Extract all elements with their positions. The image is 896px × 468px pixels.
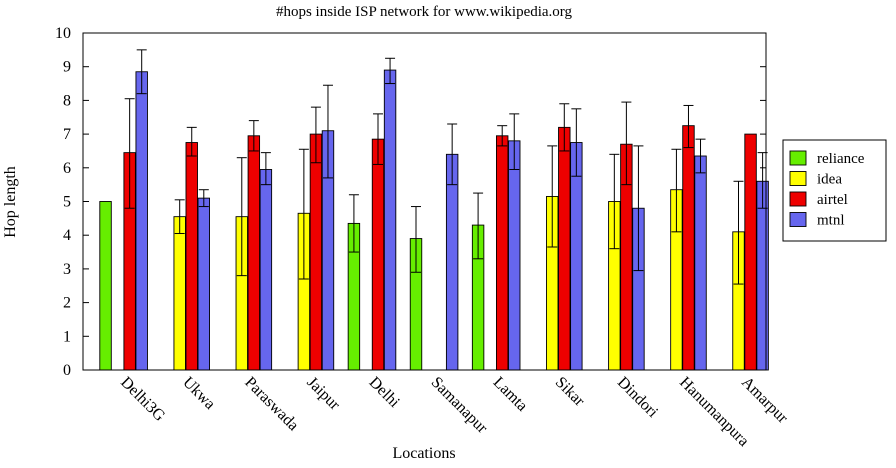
x-tick-label: Samanapur xyxy=(428,374,491,437)
plot-frame xyxy=(82,32,767,371)
legend-swatch-mtnl xyxy=(789,212,807,227)
bar-mtnl xyxy=(197,197,210,371)
y-tick-label: 7 xyxy=(63,126,71,143)
bar-airtel xyxy=(371,138,385,371)
bar-mtnl xyxy=(508,140,521,371)
legend-label-airtel: airtel xyxy=(817,192,848,208)
chart-title: #hops inside ISP network for www.wikiped… xyxy=(276,4,573,20)
bar-mtnl xyxy=(383,69,397,371)
bar-airtel xyxy=(247,135,261,371)
legend-label-reliance: reliance xyxy=(817,151,865,167)
bar-airtel xyxy=(558,126,571,371)
x-tick-label: Jaipur xyxy=(303,374,343,414)
bar-airtel xyxy=(744,133,757,371)
y-tick-label: 3 xyxy=(63,261,71,278)
legend-label-idea: idea xyxy=(817,172,842,188)
bar-mtnl xyxy=(756,180,769,371)
y-tick-label: 8 xyxy=(63,92,71,109)
x-tick-label: Delhi3G xyxy=(117,374,168,425)
bar-airtel xyxy=(495,135,509,371)
y-tick-label: 0 xyxy=(63,362,71,379)
x-axis-label: Locations xyxy=(392,445,455,462)
bar-reliance xyxy=(99,201,112,371)
bar-mtnl xyxy=(445,153,459,371)
legend: reliance idea airtel mtnl xyxy=(782,139,887,242)
x-tick-label: Lamta xyxy=(490,374,531,415)
x-tick-label: Ukwa xyxy=(179,374,218,413)
legend-label-mtnl: mtnl xyxy=(817,213,845,229)
error-bars-layer xyxy=(124,49,768,285)
x-tick-label: Dindori xyxy=(614,374,662,422)
y-axis-ticks: 0 1 2 3 4 5 6 7 8 9 10 xyxy=(55,25,766,379)
y-tick-label: 5 xyxy=(63,194,71,211)
x-tick-label: Paraswada xyxy=(241,374,301,434)
y-tick-label: 1 xyxy=(63,328,71,345)
y-tick-label: 2 xyxy=(63,295,71,312)
legend-swatch-airtel xyxy=(789,191,807,207)
legend-swatch-reliance xyxy=(789,150,807,166)
x-axis-tick-labels: Delhi3G Ukwa Paraswada Jaipur Delhi Samanapur… xyxy=(117,374,791,450)
y-tick-label: 4 xyxy=(63,227,71,244)
y-tick-label: 10 xyxy=(55,25,71,42)
bar-airtel xyxy=(185,142,198,371)
bar-airtel xyxy=(309,133,323,371)
bar-mtnl xyxy=(259,169,273,371)
bar-airtel xyxy=(682,125,695,371)
x-tick-label: Amarpur xyxy=(738,374,791,427)
y-axis-label: Hop length xyxy=(2,166,19,238)
y-tick-label: 9 xyxy=(63,59,71,76)
bar-idea xyxy=(173,216,186,371)
bar-mtnl xyxy=(135,71,148,371)
bars-layer xyxy=(99,69,769,371)
y-tick-label: 6 xyxy=(63,160,71,177)
x-tick-label: Delhi xyxy=(366,374,404,412)
x-tick-label: Sikar xyxy=(552,374,588,410)
bar-mtnl xyxy=(694,155,707,371)
legend-swatch-idea xyxy=(789,171,807,186)
